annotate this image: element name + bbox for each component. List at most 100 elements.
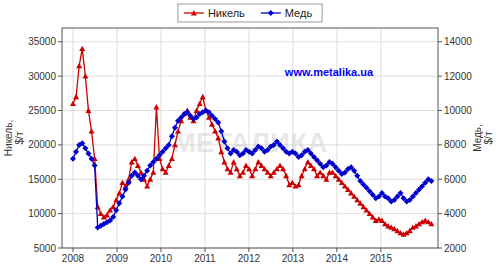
series-marker	[367, 211, 373, 216]
tick-label-y2: 2000	[444, 243, 467, 254]
series-marker	[283, 173, 289, 178]
series-marker	[119, 180, 125, 185]
tick-label-y2: 6000	[444, 174, 467, 185]
legend-frame	[178, 4, 322, 22]
series-marker	[85, 150, 91, 156]
background-watermark: МЕТАЛИКА	[173, 127, 328, 158]
axes: 5000100001500020000250003000035000200040…	[28, 36, 472, 264]
tick-y	[58, 41, 62, 42]
tick-label-x: 2009	[106, 253, 129, 264]
series-marker	[240, 169, 246, 174]
series-marker	[166, 142, 172, 148]
series-marker	[218, 128, 224, 134]
tick-y	[58, 179, 62, 180]
axis-title-y2-line: $/т	[483, 131, 494, 144]
series-marker	[252, 166, 258, 171]
chart-svg: МЕТАЛИКА50001000015000200002500030000350…	[0, 0, 500, 278]
series-marker	[333, 173, 339, 178]
tick-label-x: 2014	[326, 253, 349, 264]
series-marker	[351, 168, 357, 174]
series-marker	[258, 163, 264, 168]
legend-marker	[268, 10, 274, 16]
tick-label-y: 30000	[28, 71, 56, 82]
grid-line-x	[336, 28, 337, 248]
tick-y	[58, 248, 62, 249]
series-marker	[221, 159, 227, 164]
chart-container: МЕТАЛИКА50001000015000200002500030000350…	[0, 0, 500, 278]
series-marker	[141, 173, 147, 179]
axis-title-y-line: Никель,	[3, 120, 14, 156]
series-marker	[354, 173, 360, 179]
series-marker	[320, 173, 326, 178]
series-marker	[172, 125, 178, 131]
series-marker	[398, 190, 404, 196]
series-marker	[70, 101, 76, 106]
series-marker	[215, 120, 221, 126]
series-marker	[89, 156, 95, 162]
tick-label-y: 25000	[28, 105, 56, 116]
series-marker	[339, 180, 345, 185]
marks	[70, 46, 434, 237]
tick-x	[160, 248, 161, 252]
tick-y2	[438, 110, 442, 111]
tick-label-y2: 10000	[444, 105, 472, 116]
series-marker	[215, 135, 221, 140]
tick-y	[58, 144, 62, 145]
series-marker	[317, 169, 323, 174]
series-marker	[348, 190, 354, 195]
series-marker	[144, 183, 150, 188]
legend-marker	[191, 10, 197, 15]
series-marker	[336, 176, 342, 181]
series-marker	[79, 140, 85, 146]
grid-line-y	[62, 76, 438, 77]
series-marker	[280, 166, 286, 171]
series-marker	[249, 173, 255, 178]
tick-label-x: 2015	[370, 253, 393, 264]
grid-line-y	[62, 110, 438, 111]
grid-line-y	[62, 213, 438, 214]
grid-line-x	[116, 28, 117, 248]
series-marker	[218, 149, 224, 154]
series-marker	[200, 94, 206, 99]
series-marker	[379, 218, 385, 223]
axis-title-y2-line: Медь,	[472, 124, 483, 152]
axis-title-y: Никель,$/т	[3, 120, 25, 156]
series-marker	[296, 182, 302, 187]
series-marker	[119, 193, 125, 199]
series-marker	[221, 138, 227, 144]
series-marker	[345, 187, 351, 192]
series-marker	[364, 207, 370, 212]
tick-x	[380, 248, 381, 252]
series-marker	[126, 180, 132, 186]
series-marker	[308, 163, 314, 168]
tick-x	[72, 248, 73, 252]
tick-label-y2: 8000	[444, 139, 467, 150]
tick-label-x: 2011	[194, 253, 216, 264]
series-marker	[357, 200, 363, 205]
tick-label-x: 2013	[282, 253, 305, 264]
series-marker	[73, 149, 79, 155]
plot-frame	[62, 28, 438, 248]
series-marker	[311, 166, 317, 171]
series-marker	[224, 166, 230, 171]
grid-line-y	[62, 179, 438, 180]
series-marker	[92, 163, 98, 169]
watermark-url: www.metalika.ua	[284, 66, 374, 78]
series-marker	[330, 169, 336, 174]
series-marker	[116, 200, 122, 206]
series-marker	[172, 142, 178, 147]
series-marker	[299, 173, 305, 178]
series-marker	[224, 145, 230, 151]
series-marker	[82, 145, 88, 151]
series-line	[73, 49, 431, 235]
series-marker	[262, 166, 268, 171]
series-marker	[209, 121, 215, 126]
grid-line-y	[62, 41, 438, 42]
series-marker	[150, 169, 156, 174]
tick-y	[58, 76, 62, 77]
series-marker	[243, 163, 249, 168]
series-marker	[169, 133, 175, 139]
series-marker	[428, 178, 434, 184]
tick-label-x: 2012	[238, 253, 261, 264]
series-marker	[73, 94, 79, 99]
